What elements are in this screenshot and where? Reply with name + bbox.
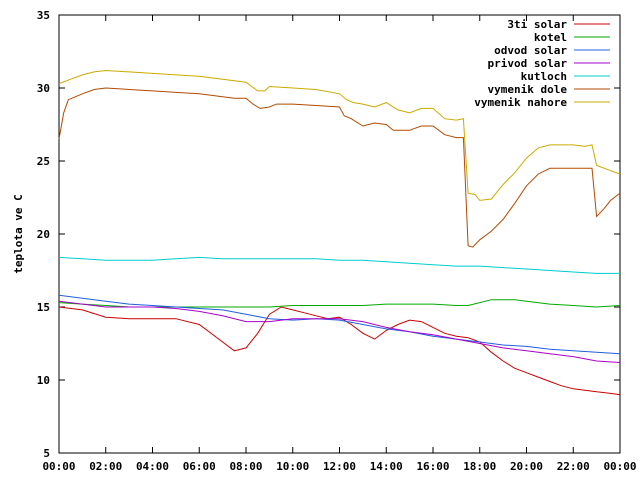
x-axis-ticks: 00:00 02:00 04:00 06:00 08:00 10:00 12:00 14:00… (42, 15, 637, 473)
y-tick-label: 25 (37, 155, 50, 168)
y-tick-label: 15 (37, 301, 50, 314)
legend-label: kotel (534, 31, 567, 44)
x-tick-label: 04:00 (136, 460, 169, 473)
x-tick-label: 20:00 (510, 460, 543, 473)
legend-label: privod solar (488, 57, 568, 70)
legend-label: kutloch (521, 70, 567, 83)
x-tick-label: 10:00 (276, 460, 309, 473)
y-tick-label: 5 (43, 447, 50, 460)
series-lines (58, 69, 621, 396)
y-tick-label: 20 (37, 228, 50, 241)
y-tick-label: 35 (37, 9, 50, 22)
legend-label: vymenik dole (488, 83, 568, 96)
x-tick-label: 12:00 (323, 460, 356, 473)
legend-label: vymenik nahore (474, 96, 567, 109)
series-line-kutloch (58, 256, 620, 274)
x-tick-label: 22:00 (557, 460, 590, 473)
x-tick-label: 02:00 (89, 460, 122, 473)
series-line-kotel (58, 299, 621, 308)
y-tick-label: 30 (37, 82, 50, 95)
x-tick-label: 14:00 (370, 460, 403, 473)
legend-label: 3ti solar (507, 18, 567, 31)
y-axis-ticks: 5 10 15 20 25 30 35 (37, 9, 620, 460)
x-tick-label: 00:00 (603, 460, 636, 473)
y-tick-label: 10 (37, 374, 50, 387)
series-line-3ti-solar (58, 306, 621, 396)
legend-label: odvod solar (494, 44, 567, 57)
y-axis-label: teplota ve C (12, 194, 25, 273)
x-tick-label: 00:00 (42, 460, 75, 473)
series-line-odvod-solar (58, 294, 621, 355)
series-line-privod-solar (58, 300, 621, 363)
x-tick-label: 18:00 (463, 460, 496, 473)
series-line-vymenik-nahore (58, 69, 621, 201)
x-tick-label: 08:00 (229, 460, 262, 473)
x-tick-label: 16:00 (416, 460, 449, 473)
x-tick-label: 06:00 (183, 460, 216, 473)
series-line-vymenik-dole (58, 87, 621, 248)
